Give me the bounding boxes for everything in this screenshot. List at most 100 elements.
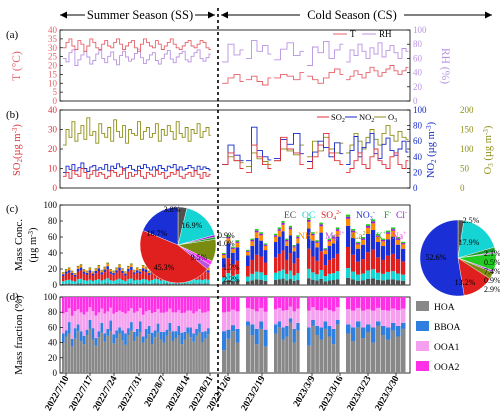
legend-HOA: HOA bbox=[434, 303, 455, 313]
bar-EC bbox=[396, 280, 401, 285]
bar-SO4 bbox=[147, 274, 151, 281]
x-tick-label: 2022/7/24 bbox=[92, 374, 120, 413]
bar-OOA2 bbox=[62, 297, 65, 314]
bar-SO4 bbox=[351, 254, 356, 272]
bar-BBOA bbox=[165, 329, 169, 336]
bar-SO4 bbox=[127, 271, 130, 280]
bar-EC bbox=[168, 283, 172, 285]
bar-EC bbox=[112, 283, 115, 285]
bar-K bbox=[319, 222, 323, 225]
bar-Cl bbox=[351, 230, 356, 233]
bar-SO4 bbox=[274, 257, 278, 273]
bar-HOA bbox=[130, 330, 133, 373]
bar-OOA1 bbox=[67, 308, 71, 323]
bar-OOA2 bbox=[371, 297, 376, 311]
bar-EC bbox=[371, 278, 376, 285]
bar-OOA1 bbox=[79, 312, 83, 332]
panel-b-right1-tick-label: 40 bbox=[413, 152, 423, 162]
bar-EC bbox=[391, 279, 396, 285]
bar-OOA2 bbox=[159, 297, 163, 313]
panel-a-left-tick-label: 25 bbox=[48, 52, 58, 62]
bar-HOA bbox=[263, 346, 268, 373]
panel-c-tick-label: 80 bbox=[48, 216, 58, 226]
bar-OC bbox=[138, 280, 142, 284]
bar-HOA bbox=[198, 332, 201, 373]
bar-NH4 bbox=[67, 268, 71, 271]
bar-OOA1 bbox=[162, 312, 166, 332]
bar-BBOA bbox=[133, 331, 136, 342]
bar-BBOA bbox=[147, 325, 151, 335]
panel-c-tick-label: 60 bbox=[48, 232, 58, 242]
bar-BBOA bbox=[351, 327, 356, 342]
bar-BBOA bbox=[70, 338, 74, 347]
panel-c-tick-label: 40 bbox=[48, 248, 58, 258]
bar-NO3 bbox=[361, 244, 366, 260]
bar-NO3 bbox=[130, 266, 133, 270]
no2-summer-line bbox=[63, 162, 211, 173]
bar-OC bbox=[231, 275, 235, 282]
bar-SO4 bbox=[150, 273, 154, 280]
bar-OC bbox=[112, 280, 115, 284]
bar-EC bbox=[222, 281, 226, 285]
bar-NO3 bbox=[94, 270, 98, 274]
bar-OOA1 bbox=[133, 312, 136, 332]
bar-K bbox=[346, 214, 351, 217]
bar-Cl bbox=[356, 243, 361, 245]
bar-K bbox=[401, 241, 406, 244]
legend-K: K+ bbox=[376, 231, 387, 242]
summer-arrow-right-head bbox=[208, 11, 215, 19]
bar-NO3 bbox=[376, 241, 381, 258]
bar-EC bbox=[150, 283, 154, 285]
bar-SO4 bbox=[307, 248, 311, 269]
bar-HOA bbox=[165, 335, 169, 373]
bar-EC bbox=[401, 280, 406, 285]
t-cold-line bbox=[246, 75, 272, 86]
bar-NH4 bbox=[138, 269, 142, 272]
bar-OOA1 bbox=[226, 311, 231, 330]
bar-K bbox=[292, 245, 296, 247]
panel-b-right1-tick-label: 100 bbox=[413, 105, 427, 115]
bar-HOA bbox=[109, 331, 113, 373]
bar-Ca bbox=[94, 268, 98, 270]
legend-Cl: Cl- bbox=[396, 210, 407, 221]
bar-OOA2 bbox=[186, 297, 189, 311]
bar-OC bbox=[195, 279, 198, 284]
bar-SO4 bbox=[254, 254, 259, 272]
bar-Ca bbox=[121, 268, 124, 270]
bar-EC bbox=[346, 277, 351, 285]
bar-EC bbox=[204, 283, 207, 285]
bar-NO3 bbox=[311, 240, 315, 257]
bar-BBOA bbox=[94, 338, 98, 346]
bar-OC bbox=[307, 268, 311, 279]
panel-b-frame bbox=[59, 109, 411, 189]
bar-OOA1 bbox=[315, 310, 319, 326]
bar-HOA bbox=[250, 335, 255, 373]
bar-NH4 bbox=[115, 268, 118, 271]
bar-BBOA bbox=[391, 322, 396, 331]
bar-OOA2 bbox=[100, 297, 104, 309]
bar-NO3 bbox=[259, 240, 263, 257]
bar-HOA bbox=[204, 338, 207, 373]
bar-BBOA bbox=[136, 328, 139, 337]
bar-Cl bbox=[250, 239, 255, 242]
pie-slice-SO4 bbox=[139, 230, 208, 284]
bar-OOA2 bbox=[285, 297, 289, 310]
bar-HOA bbox=[100, 332, 104, 373]
bar-NO3 bbox=[335, 236, 340, 254]
so2-cold-line bbox=[246, 144, 272, 173]
bar-OOA1 bbox=[371, 310, 376, 328]
bar-NO3 bbox=[396, 244, 401, 260]
bar-NH4 bbox=[88, 268, 92, 271]
bar-NH4 bbox=[235, 242, 240, 248]
bar-EC bbox=[288, 279, 293, 285]
bar-OC bbox=[198, 279, 201, 284]
legend-BBOA-swatch bbox=[416, 321, 429, 331]
panel-d: 0 20 40 60 80 100 Mass fraction (%) HOA BBOA … bbox=[13, 292, 461, 413]
bar-OOA2 bbox=[168, 297, 172, 309]
bar-OOA2 bbox=[207, 297, 210, 312]
bar-OOA1 bbox=[292, 311, 296, 329]
pie-label-Mg: 0.9% bbox=[484, 276, 500, 285]
bar-BBOA bbox=[231, 325, 236, 332]
bar-EC bbox=[144, 283, 148, 285]
pie-label-Cl: 0.9% bbox=[218, 231, 235, 240]
